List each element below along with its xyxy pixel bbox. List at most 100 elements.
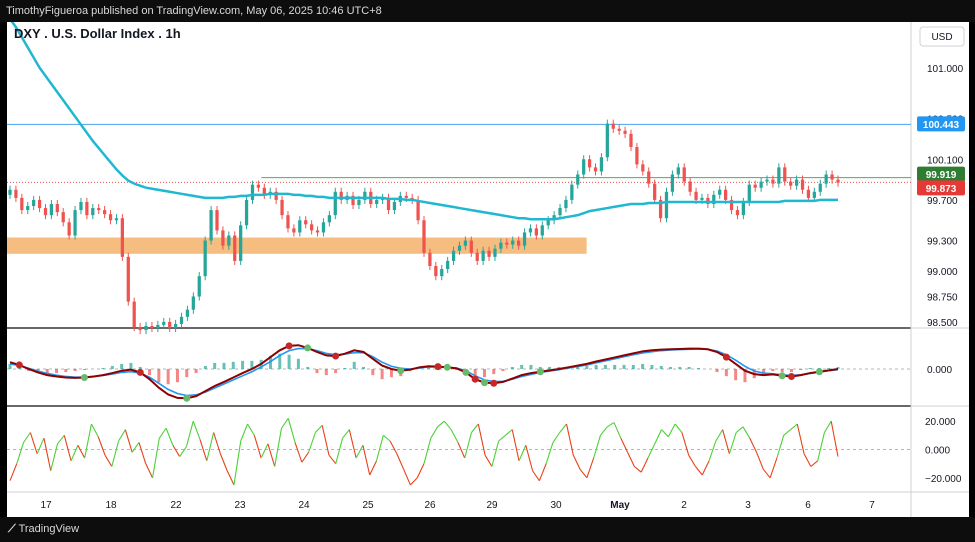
osc-line-segment <box>600 426 608 436</box>
osc-line-segment <box>803 453 812 467</box>
osc-line-segment <box>586 457 595 479</box>
time-tick-label: 2 <box>681 500 687 511</box>
price-tick-label: 99.000 <box>927 267 958 278</box>
time-tick-label: 7 <box>869 500 875 511</box>
candle-body <box>688 181 692 192</box>
green-signal-dot <box>536 368 544 376</box>
candle-body <box>517 240 521 246</box>
macd-histogram-bar <box>762 369 766 376</box>
macd-histogram-bar <box>64 369 68 373</box>
candle-body <box>233 235 237 261</box>
osc-line-segment <box>206 432 215 461</box>
macd-histogram-bar <box>492 369 496 375</box>
macd-histogram-bar <box>45 369 49 375</box>
macd-histogram-bar <box>510 366 514 369</box>
osc-line-segment <box>294 442 303 463</box>
macd-histogram-bar <box>120 363 124 369</box>
candle-body <box>386 197 391 211</box>
green-signal-dot <box>397 367 405 375</box>
candle-body <box>741 201 745 216</box>
time-tick-label: 26 <box>424 500 436 511</box>
osc-line-segment <box>111 440 120 467</box>
osc-line-segment <box>90 423 99 438</box>
candle-body <box>469 240 473 253</box>
candle-body <box>91 208 95 216</box>
osc-line-segment <box>572 454 581 470</box>
osc-line-segment <box>124 429 133 453</box>
candle-body <box>67 222 71 236</box>
macd-histogram-bar <box>780 369 784 373</box>
macd-histogram-bar <box>585 365 589 369</box>
candle-body <box>416 199 420 221</box>
candle-body <box>777 167 781 184</box>
osc-line-segment <box>199 439 208 462</box>
candle-body <box>392 201 397 211</box>
osc-line-segment <box>260 443 269 459</box>
candle-body <box>528 228 533 233</box>
candle-body <box>79 201 83 211</box>
red-signal-dot <box>722 353 730 361</box>
osc-line-segment <box>158 427 167 439</box>
osc-line-segment <box>301 452 310 463</box>
macd-pane[interactable] <box>7 329 911 405</box>
osc-line-segment <box>63 435 72 461</box>
candle-body <box>49 203 54 216</box>
osc-line-segment <box>151 438 160 478</box>
macd-histogram-bar <box>148 369 152 376</box>
high-price-tag: 99.919 <box>926 170 957 181</box>
time-tick-label: 6 <box>805 500 811 511</box>
macd-histogram-bar <box>613 364 617 369</box>
osc-line-segment <box>823 420 832 433</box>
high-price-tag-box <box>917 166 965 182</box>
candle-body <box>759 181 763 188</box>
candle-body <box>653 183 657 200</box>
osc-line-segment <box>552 432 561 443</box>
candle-body <box>126 256 130 302</box>
macd-histogram-bar <box>473 369 477 380</box>
candle-body <box>310 224 314 231</box>
price-pane[interactable] <box>7 22 911 327</box>
macd-histogram-bar <box>306 366 310 369</box>
macd-histogram-bar <box>175 369 179 383</box>
osc-line-segment <box>661 429 669 438</box>
osc-line-segment <box>654 429 663 445</box>
candle-body <box>286 215 290 229</box>
osc-line-segment <box>532 470 540 481</box>
candle-body <box>375 199 379 204</box>
osc-line-segment <box>688 454 696 467</box>
macd-histogram-bar <box>241 360 245 369</box>
osc-line-segment <box>382 434 391 442</box>
candle-body <box>611 123 615 129</box>
osc-line-segment <box>796 423 805 454</box>
candle-body <box>670 174 675 192</box>
candle-body <box>771 179 775 184</box>
osc-line-segment <box>233 440 242 486</box>
macd-histogram-bar <box>836 366 840 369</box>
macd-histogram-bar <box>641 363 645 369</box>
candle-body <box>481 250 485 261</box>
ma-layer <box>10 22 838 221</box>
osc-line-segment <box>104 454 113 467</box>
macd-histogram-bar <box>287 354 291 369</box>
candle-body <box>623 130 627 134</box>
price-axis[interactable] <box>911 22 969 517</box>
currency-box[interactable] <box>919 26 965 47</box>
candle-body <box>61 212 65 223</box>
macd-histogram-bar <box>8 363 12 369</box>
time-axis[interactable] <box>7 492 911 517</box>
osc-line-segment <box>315 425 323 433</box>
green-signal-dot <box>462 368 470 376</box>
osc-line-segment <box>131 442 140 453</box>
last-price-tag-box <box>917 180 965 196</box>
green-signal-dot <box>778 372 786 380</box>
osc-line-segment <box>620 437 629 453</box>
osc-line-segment <box>192 420 201 440</box>
osc-line-segment <box>728 432 737 454</box>
red-signal-dot <box>490 379 498 387</box>
osc-line-segment <box>565 423 574 456</box>
ma-200-line <box>10 22 838 221</box>
osc-line-segment <box>375 435 384 461</box>
candle-body <box>37 199 42 209</box>
osc-line-segment <box>464 432 473 459</box>
chart-canvas[interactable]: 101.000100.500100.10099.70099.30099.0009… <box>0 22 975 517</box>
